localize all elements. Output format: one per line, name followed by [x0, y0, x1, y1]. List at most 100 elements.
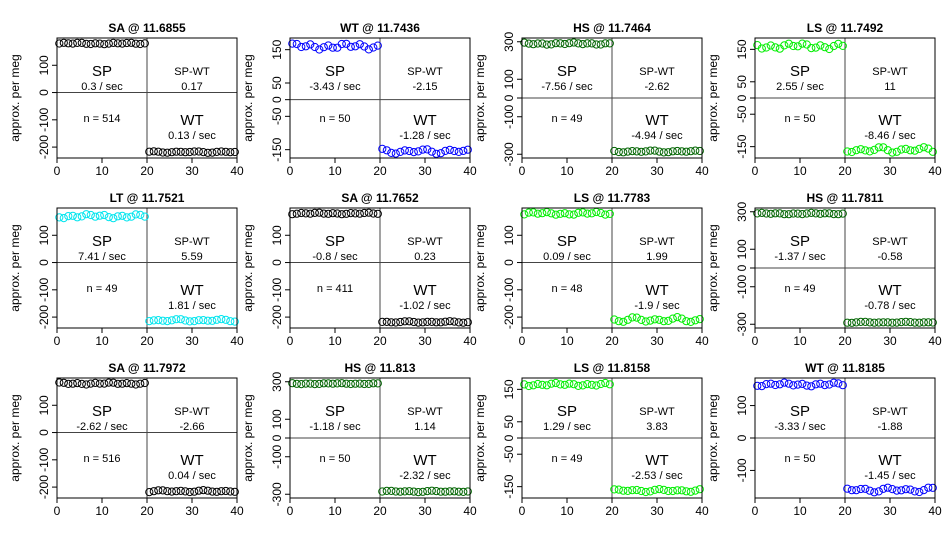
x-tick-label: 10 — [793, 164, 807, 178]
data-point-5 — [306, 209, 315, 218]
y-tick-label: -200 — [37, 475, 51, 499]
x-tick-label: 0 — [752, 504, 759, 518]
data-point-24 — [856, 484, 865, 494]
data-point-7 — [82, 210, 91, 219]
data-point-30 — [418, 145, 427, 154]
data-point-34 — [901, 317, 910, 326]
data-point-20 — [838, 209, 847, 218]
n-count: n = 514 — [83, 113, 120, 125]
data-point-40 — [928, 483, 937, 492]
y-tick-label: 300 — [270, 371, 284, 391]
data-point-16 — [587, 209, 596, 218]
panel-title: HS @ 11.813 — [344, 361, 415, 375]
wt-label: WT — [413, 112, 436, 129]
data-point-33 — [432, 487, 441, 496]
data-point-12 — [802, 381, 811, 390]
panel-8: HS @ 11.7811 approx. per meg 0 10 20 30 40 -300… — [706, 191, 942, 348]
data-point-33 — [199, 316, 208, 325]
data-point-32 — [659, 317, 668, 326]
data-point-25 — [628, 486, 637, 495]
data-point-32 — [659, 148, 668, 157]
data-point-31 — [423, 487, 432, 496]
data-point-1 — [753, 381, 762, 390]
data-point-14 — [346, 42, 355, 51]
data-point-37 — [217, 487, 226, 496]
data-point-18 — [829, 41, 838, 51]
data-point-32 — [194, 486, 203, 495]
data-point-6 — [77, 379, 86, 388]
data-point-24 — [623, 486, 632, 495]
data-point-17 — [360, 208, 369, 218]
wt-rate: -1.02 / sec — [399, 300, 451, 312]
diff-value: 0.23 — [414, 251, 435, 263]
x-tick-label: 10 — [328, 164, 342, 178]
data-point-35 — [208, 316, 217, 325]
data-point-7 — [547, 209, 556, 218]
data-point-11 — [333, 43, 342, 52]
data-point-28 — [641, 147, 650, 156]
data-point-36 — [445, 145, 454, 154]
data-point-25 — [163, 487, 172, 496]
data-point-37 — [915, 318, 924, 327]
y-tick-label: 0 — [37, 259, 51, 266]
data-point-3 — [297, 42, 306, 52]
data-point-23 — [619, 317, 628, 326]
data-point-16 — [355, 379, 364, 388]
y-tick-label: 50 — [735, 75, 749, 89]
wt-label: WT — [645, 282, 668, 299]
x-tick-label: 10 — [793, 334, 807, 348]
data-point-28 — [409, 487, 418, 496]
data-point-4 — [766, 209, 775, 218]
wt-rate: 0.13 / sec — [168, 130, 216, 142]
y-axis-label: approx. per meg — [473, 224, 487, 311]
x-tick-label: 40 — [928, 504, 942, 518]
data-point-31 — [190, 317, 199, 326]
data-point-11 — [333, 379, 342, 388]
n-count: n = 50 — [785, 453, 816, 465]
data-point-28 — [874, 487, 883, 496]
diff-label: SP-WT — [407, 66, 443, 78]
data-point-15 — [118, 379, 127, 388]
data-point-5 — [771, 380, 780, 390]
y-tick-label: -200 — [270, 305, 284, 329]
data-point-1 — [520, 380, 529, 389]
x-tick-label: 20 — [373, 164, 387, 178]
panel-title: WT @ 11.8185 — [805, 361, 885, 375]
data-point-7 — [780, 41, 789, 50]
data-point-30 — [418, 487, 427, 496]
data-point-4 — [301, 379, 310, 388]
data-point-26 — [865, 318, 874, 327]
y-tick-label: 50 — [502, 415, 516, 429]
n-count: n = 516 — [83, 453, 120, 465]
data-point-22 — [382, 486, 391, 495]
data-point-8 — [551, 210, 560, 219]
data-point-35 — [441, 146, 450, 155]
data-point-11 — [565, 39, 574, 48]
x-tick-label: 40 — [463, 334, 477, 348]
data-point-7 — [315, 45, 324, 54]
data-point-22 — [382, 317, 391, 326]
y-tick-label: 0 — [735, 94, 749, 101]
data-point-1 — [55, 213, 64, 222]
data-point-9 — [91, 378, 100, 387]
data-point-16 — [355, 40, 364, 49]
data-point-36 — [212, 487, 221, 496]
data-point-24 — [856, 317, 865, 326]
data-point-34 — [203, 148, 212, 157]
x-tick-label: 0 — [287, 164, 294, 178]
data-point-33 — [432, 318, 441, 327]
y-tick-label: 150 — [502, 379, 516, 399]
data-point-22 — [847, 147, 856, 157]
data-point-3 — [297, 380, 306, 389]
data-point-13 — [109, 378, 118, 387]
diff-label: SP-WT — [872, 66, 908, 78]
data-point-13 — [807, 44, 816, 53]
data-point-16 — [122, 379, 131, 388]
data-point-30 — [418, 318, 427, 327]
x-tick-label: 30 — [418, 164, 432, 178]
data-point-5 — [771, 43, 780, 52]
data-point-8 — [551, 378, 560, 388]
n-count: n = 49 — [785, 283, 816, 295]
wt-rate: -2.53 / sec — [631, 470, 683, 482]
y-axis-label: approx. per meg — [706, 224, 720, 311]
